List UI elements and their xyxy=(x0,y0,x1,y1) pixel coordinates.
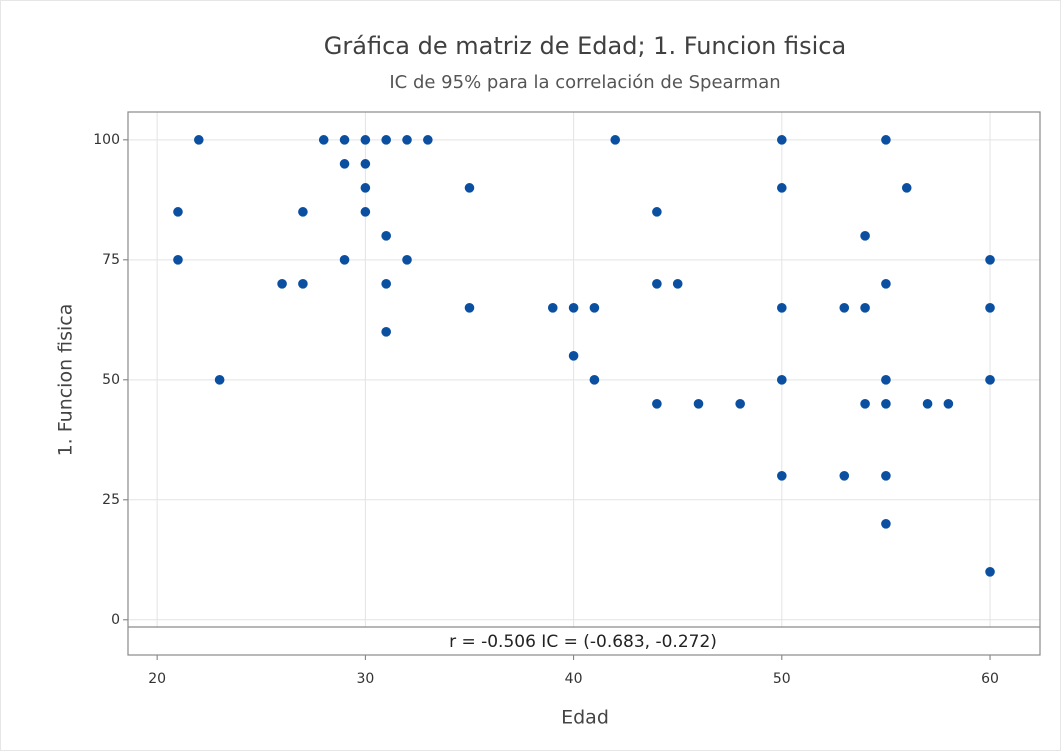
point xyxy=(777,183,787,193)
y-tick-label: 25 xyxy=(102,492,120,508)
point xyxy=(652,399,662,409)
point xyxy=(547,303,558,313)
point xyxy=(423,135,433,145)
point xyxy=(464,183,475,193)
y-tick-label: 100 xyxy=(93,132,120,148)
point xyxy=(402,255,412,265)
point xyxy=(339,255,350,265)
x-axis-label: Edad xyxy=(561,707,609,729)
point xyxy=(339,159,350,169)
point xyxy=(381,231,391,241)
y-tick-label: 0 xyxy=(111,612,120,628)
point xyxy=(339,135,350,145)
point xyxy=(735,399,745,409)
x-tick-label: 50 xyxy=(773,671,791,687)
point xyxy=(298,207,308,217)
point xyxy=(985,567,995,577)
point xyxy=(777,303,787,313)
point xyxy=(589,375,600,385)
point xyxy=(985,375,995,385)
point xyxy=(464,303,475,313)
point xyxy=(985,255,995,265)
point xyxy=(360,135,371,145)
point xyxy=(360,183,371,193)
point xyxy=(298,279,308,289)
point xyxy=(173,207,183,217)
point xyxy=(360,159,371,169)
point xyxy=(568,303,579,313)
point xyxy=(568,351,579,361)
point xyxy=(381,135,391,145)
point xyxy=(610,135,621,145)
point xyxy=(214,375,225,385)
point xyxy=(693,399,704,409)
point xyxy=(860,231,870,241)
point xyxy=(173,255,183,265)
point xyxy=(860,399,870,409)
point xyxy=(652,207,662,217)
y-tick-label: 75 xyxy=(102,252,120,268)
point xyxy=(318,135,329,145)
chart-subtitle: IC de 95% para la correlación de Spearma… xyxy=(389,72,780,93)
point xyxy=(881,399,891,409)
point xyxy=(402,135,412,145)
point xyxy=(985,303,995,313)
point xyxy=(943,399,954,409)
point xyxy=(193,135,204,145)
point xyxy=(881,279,891,289)
point xyxy=(777,375,787,385)
point xyxy=(777,135,787,145)
y-tick-label: 50 xyxy=(102,372,120,388)
point xyxy=(901,183,912,193)
point xyxy=(277,279,287,289)
y-axis-label: 1. Funcion fisica xyxy=(55,304,77,457)
point xyxy=(839,471,850,481)
point xyxy=(881,375,891,385)
point xyxy=(881,135,891,145)
point xyxy=(881,519,891,529)
point xyxy=(881,471,891,481)
point xyxy=(589,303,600,313)
point xyxy=(839,303,850,313)
point xyxy=(860,303,870,313)
x-tick-label: 20 xyxy=(148,671,166,687)
chart-title: Gráfica de matriz de Edad; 1. Funcion fi… xyxy=(324,32,846,60)
point xyxy=(922,399,933,409)
x-tick-label: 60 xyxy=(981,671,999,687)
annotation: r = -0.506 IC = (-0.683, -0.272) xyxy=(449,632,717,652)
plot-frame xyxy=(127,111,1041,656)
point xyxy=(381,327,391,337)
x-tick-label: 30 xyxy=(356,671,374,687)
point xyxy=(360,207,371,217)
point xyxy=(777,471,787,481)
x-tick-label: 40 xyxy=(565,671,583,687)
point xyxy=(652,279,662,289)
point xyxy=(381,279,391,289)
point xyxy=(672,279,683,289)
